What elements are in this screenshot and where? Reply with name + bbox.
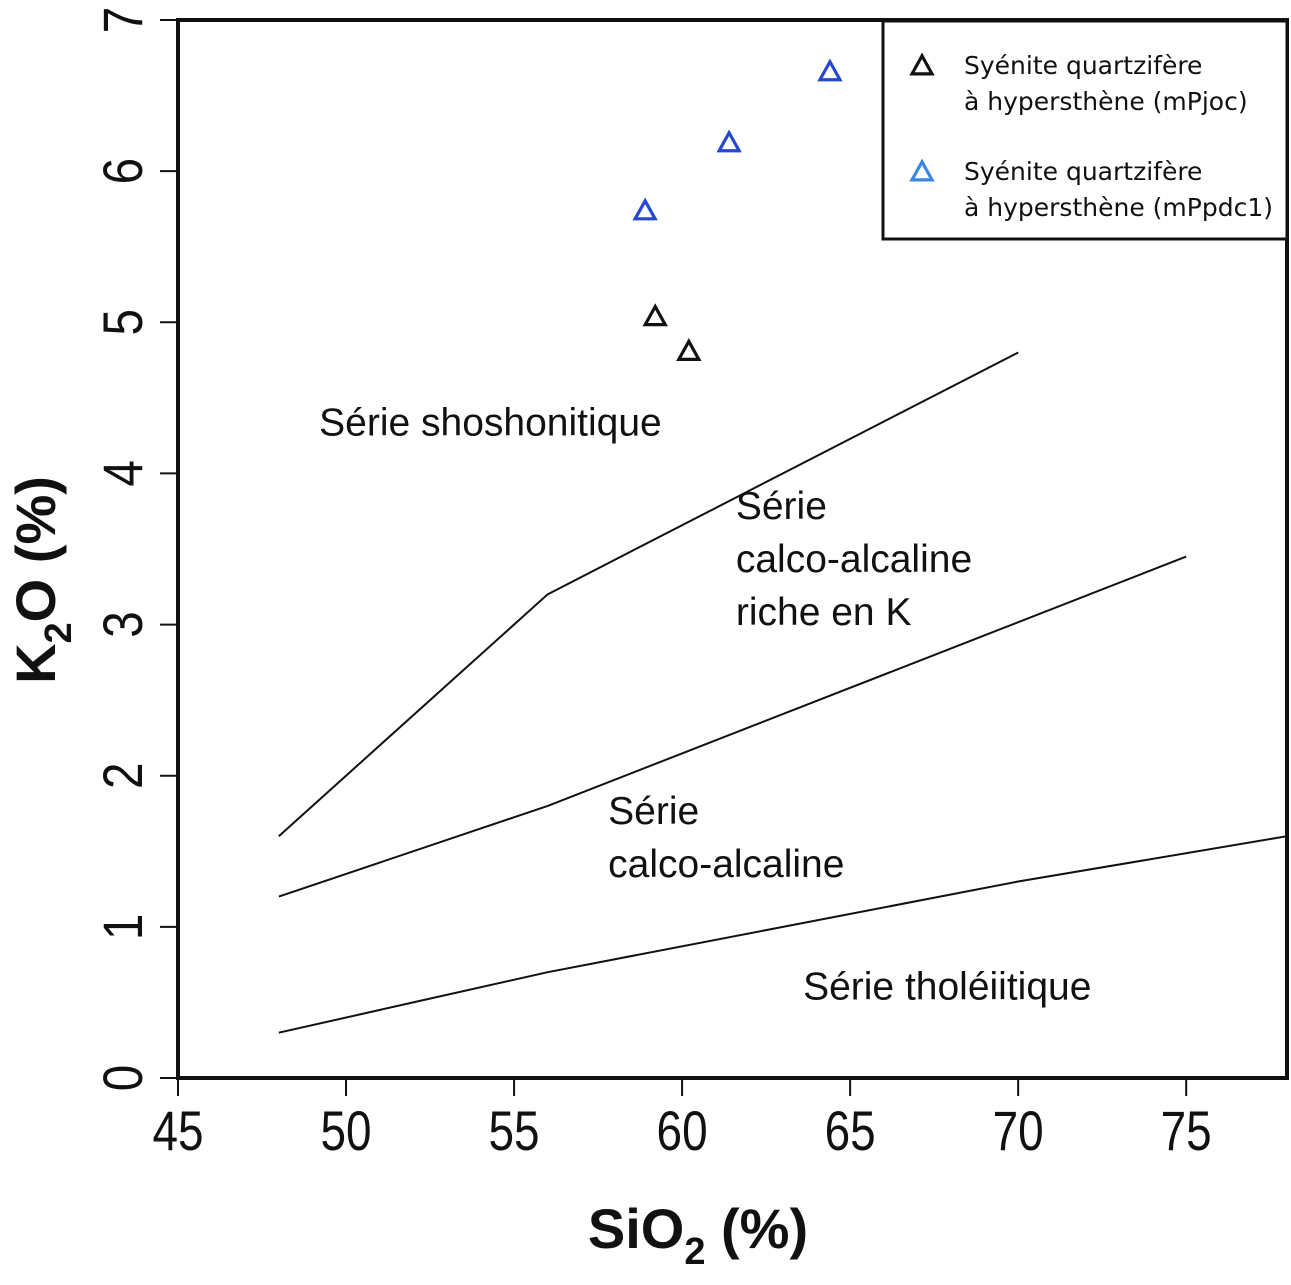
legend-entry-line: à hypersthène (mPjoc) <box>964 87 1248 116</box>
legend-marker-triangle-icon-2 <box>909 158 935 182</box>
data-point-series2-1 <box>632 197 658 221</box>
y-tick-label: 7 <box>92 7 154 33</box>
y-axis-title: K2O (%) <box>4 476 80 684</box>
data-point-series2-2 <box>716 129 742 153</box>
x-tick-label: 45 <box>152 1100 203 1162</box>
y-tick-label: 3 <box>92 611 154 637</box>
legend-box <box>881 19 1289 241</box>
legend-entry-line: Syénite quartzifère <box>964 157 1202 186</box>
y-tick-label: 6 <box>92 158 154 184</box>
x-tick-label: 75 <box>1161 1100 1212 1162</box>
plot-border <box>176 18 1289 1080</box>
series-boundaries <box>278 351 1288 1034</box>
region-label-line: calco-alcaline <box>608 843 844 886</box>
region-label-line: riche en K <box>736 591 912 634</box>
x-tick-label: 70 <box>993 1100 1044 1162</box>
legend-entry-line: Syénite quartzifère <box>964 51 1202 80</box>
region-label-shoshonitic: Série shoshonitique <box>319 402 662 445</box>
legend-entry-2: Syénite quartzifère à hypersthène (mPpdc1… <box>964 157 1273 222</box>
boundary-line-calcalkaline-tholeiitic <box>278 835 1288 1034</box>
region-label-high-k-calcalkaline: Série calco-alcaline riche en K <box>736 485 972 634</box>
x-axis: 45 50 55 60 65 70 75 <box>152 1078 1212 1162</box>
x-tick-label: 60 <box>657 1100 708 1162</box>
region-label-line: calco-alcaline <box>736 538 972 581</box>
x-axis-title: SiO2 (%) <box>588 1197 808 1273</box>
data-point-series1-2 <box>676 338 702 361</box>
y-tick-label: 2 <box>92 762 154 788</box>
y-axis: 0 1 2 3 4 5 6 7 <box>92 7 178 1091</box>
data-point-series2-3 <box>817 58 843 82</box>
y-tick-label: 1 <box>92 914 154 940</box>
x-tick-label: 65 <box>825 1100 876 1162</box>
region-label-calcalkaline: Série calco-alcaline <box>608 790 844 886</box>
legend-entry-1: Syénite quartzifère à hypersthène (mPjoc) <box>964 51 1248 116</box>
data-point-series1-1 <box>642 303 668 327</box>
data-points <box>632 58 843 361</box>
y-tick-label: 4 <box>92 460 154 486</box>
region-labels: Série shoshonitique Série calco-alcaline ri… <box>319 402 1091 1009</box>
plot-frame <box>176 18 1289 1080</box>
region-label-line: Série shoshonitique <box>319 402 662 445</box>
region-label-tholeiitic: Série tholéiitique <box>803 965 1091 1008</box>
legend-marker-triangle-icon-1 <box>909 52 935 76</box>
boundary-line-shoshonitic-highK <box>278 351 1019 837</box>
legend-entry-line: à hypersthène (mPpdc1) <box>964 193 1273 222</box>
x-tick-label: 55 <box>489 1100 540 1162</box>
legend: Syénite quartzifère à hypersthène (mPjoc)… <box>881 19 1289 241</box>
boundary-line-highK-calcalkaline <box>278 555 1187 898</box>
region-label-line: Série <box>608 790 699 833</box>
region-label-line: Série <box>736 485 827 528</box>
x-tick-label: 50 <box>321 1100 372 1162</box>
y-tick-label: 0 <box>92 1065 154 1091</box>
region-label-line: Série tholéiitique <box>803 965 1091 1008</box>
y-tick-label: 5 <box>92 309 154 335</box>
